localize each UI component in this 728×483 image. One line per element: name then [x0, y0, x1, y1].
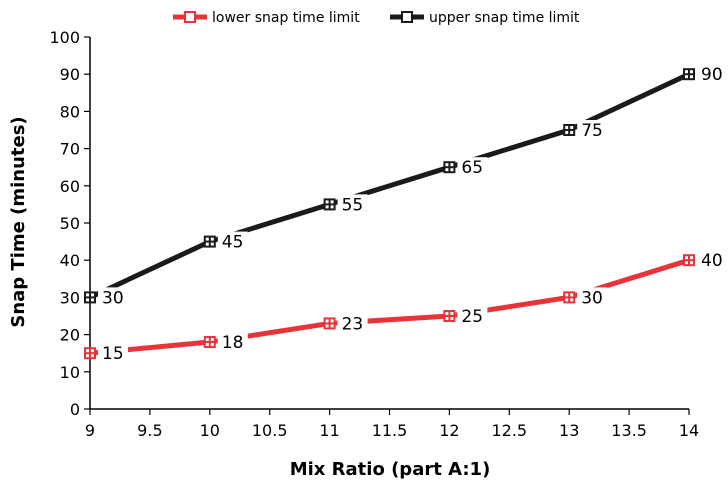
x-tick-label: 13.5	[611, 421, 647, 440]
x-tick-label: 10	[200, 421, 220, 440]
legend-marker-lower	[184, 11, 196, 23]
x-tick-label: 9.5	[137, 421, 162, 440]
y-tick-label: 60	[60, 177, 80, 196]
data-label: 45	[222, 233, 244, 253]
y-tick-label: 100	[49, 28, 80, 47]
data-label-bg	[457, 306, 488, 327]
data-label: 40	[701, 251, 723, 271]
x-tick-label: 10.5	[252, 421, 288, 440]
data-label: 18	[222, 333, 244, 353]
data-label: 15	[102, 344, 124, 364]
data-label: 30	[581, 288, 603, 308]
legend-item-upper: upper snap time limit	[390, 10, 580, 26]
data-label-bg	[457, 157, 488, 179]
legend-label-lower: lower snap time limit	[212, 10, 360, 26]
legend: lower snap time limit upper snap time li…	[173, 10, 580, 26]
x-tick-label: 9	[85, 421, 95, 440]
x-tick-label: 11	[319, 421, 339, 440]
axes: 0 10 20 30 40 50 60 70 80 90 100 9 9.5 10 10.5 11 11.5 12…	[49, 28, 699, 440]
legend-marker-upper	[401, 11, 413, 23]
data-label-bg	[697, 250, 727, 272]
data-label: 23	[342, 314, 364, 334]
data-label-bg	[217, 332, 248, 354]
legend-item-lower: lower snap time limit	[173, 10, 360, 26]
y-tick-label: 80	[60, 102, 80, 121]
data-label: 55	[342, 195, 364, 215]
data-label: 25	[461, 307, 483, 327]
data-label-bg	[577, 287, 608, 309]
data-label-bg	[577, 120, 608, 141]
x-tick-label: 14	[679, 421, 699, 440]
y-tick-label: 30	[60, 288, 80, 307]
y-tick-label: 10	[60, 363, 80, 382]
data-label: 90	[701, 65, 723, 85]
data-label: 65	[461, 158, 483, 178]
x-tick-label: 12.5	[491, 421, 527, 440]
y-tick-label: 70	[60, 140, 80, 159]
series-layer	[84, 68, 695, 360]
data-label-bg	[697, 64, 727, 86]
y-axis-title: Snap Time (minutes)	[8, 116, 29, 327]
y-tick-label: 40	[60, 251, 80, 270]
y-tick-label: 90	[60, 65, 80, 84]
y-tick-label: 50	[60, 214, 80, 233]
data-labels: 15 18 23 25 30 40 30 45 55 65 75 90	[98, 64, 727, 365]
data-label-bg	[98, 343, 128, 365]
data-label: 75	[581, 121, 603, 141]
data-label: 30	[102, 288, 124, 308]
data-label-bg	[337, 194, 368, 216]
data-label-bg	[337, 313, 368, 335]
data-label-bg	[98, 287, 128, 309]
x-axis-title: Mix Ratio (part A:1)	[290, 459, 491, 480]
legend-label-upper: upper snap time limit	[429, 10, 580, 26]
x-tick-label: 11.5	[372, 421, 408, 440]
y-tick-label: 20	[60, 326, 80, 345]
data-label-bg	[217, 231, 248, 253]
x-tick-label: 12	[439, 421, 459, 440]
series-line-upper	[88, 71, 691, 300]
y-tick-label: 0	[70, 400, 80, 419]
x-tick-label: 13	[559, 421, 579, 440]
